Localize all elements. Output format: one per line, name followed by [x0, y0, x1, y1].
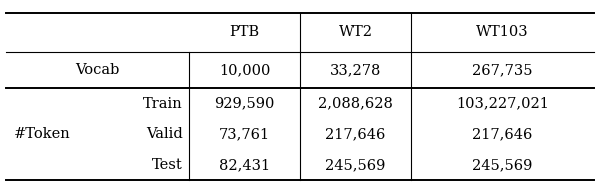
Text: WT103: WT103 [476, 25, 529, 39]
Text: 73,761: 73,761 [219, 127, 270, 141]
Text: 33,278: 33,278 [330, 63, 381, 77]
Text: #Token: #Token [14, 127, 70, 141]
Text: PTB: PTB [229, 25, 260, 39]
Text: 217,646: 217,646 [325, 127, 386, 141]
Text: Vocab: Vocab [76, 63, 119, 77]
Text: 245,569: 245,569 [325, 158, 386, 172]
Text: 267,735: 267,735 [472, 63, 533, 77]
Text: 10,000: 10,000 [219, 63, 270, 77]
Text: 2,088,628: 2,088,628 [318, 97, 393, 111]
Text: WT2: WT2 [338, 25, 373, 39]
Text: Test: Test [152, 158, 183, 172]
Text: 82,431: 82,431 [219, 158, 270, 172]
Text: 929,590: 929,590 [214, 97, 275, 111]
Text: 217,646: 217,646 [472, 127, 533, 141]
Text: 245,569: 245,569 [472, 158, 533, 172]
Text: Valid: Valid [146, 127, 183, 141]
Text: Train: Train [143, 97, 183, 111]
Text: 103,227,021: 103,227,021 [456, 97, 549, 111]
